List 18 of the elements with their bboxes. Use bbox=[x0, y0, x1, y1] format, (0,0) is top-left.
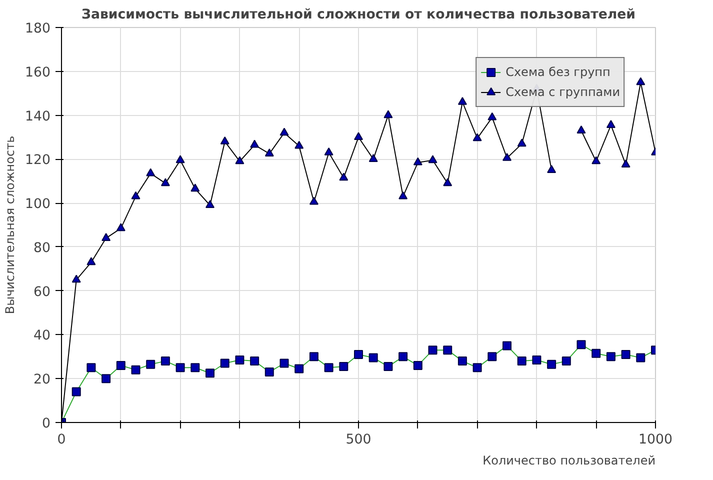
y-tick-label: 100 bbox=[25, 197, 51, 212]
y-tick-label: 60 bbox=[34, 284, 51, 300]
y-axis-title: Вычислительная сложность bbox=[3, 136, 18, 314]
y-tick-label: 80 bbox=[34, 240, 51, 256]
y-tick-label: 160 bbox=[25, 65, 51, 80]
y-tick-label: 180 bbox=[25, 22, 51, 36]
legend-label: Схема без групп bbox=[506, 65, 610, 79]
chart-title: Зависимость вычислительной сложности от количества пользователей bbox=[81, 8, 636, 22]
y-tick-label: 20 bbox=[34, 372, 51, 388]
y-tick-label: 120 bbox=[25, 153, 51, 168]
x-tick-label: 500 bbox=[346, 432, 372, 448]
y-tick-label: 0 bbox=[42, 416, 51, 432]
y-tick-label: 140 bbox=[25, 109, 51, 124]
legend-label: Схема с группами bbox=[506, 85, 620, 99]
y-tick-label: 40 bbox=[34, 328, 51, 344]
x-tick-label: 1000 bbox=[638, 432, 672, 448]
x-tick-label: 0 bbox=[57, 432, 66, 448]
x-axis-title: Количество пользователей bbox=[482, 454, 656, 468]
